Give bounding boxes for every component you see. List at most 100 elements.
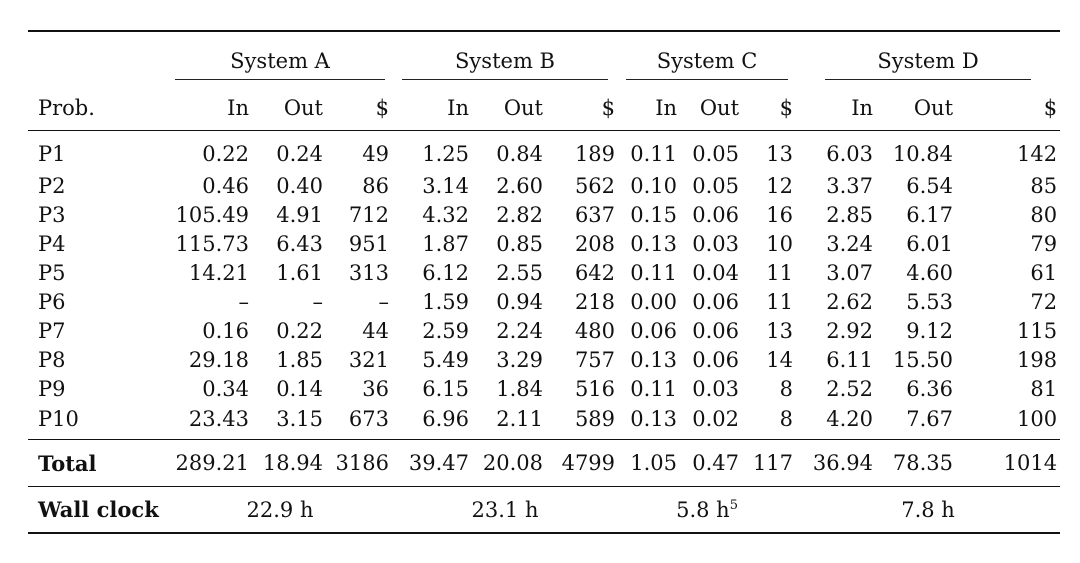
prob-label: P5 xyxy=(38,260,66,285)
results-table: System A System B System C System D Prob… xyxy=(28,30,1061,534)
col-header-cost: $ xyxy=(1043,96,1058,120)
table-cell: 1.85 xyxy=(276,347,323,372)
table-cell: 673 xyxy=(348,407,389,431)
table-cell: 0.06 xyxy=(692,202,740,227)
table-cell: 4.32 xyxy=(422,202,469,227)
table-cell: 0.02 xyxy=(692,407,740,431)
table-cell: 0.84 xyxy=(496,142,543,166)
wall-clock-system-b: 23.1 h xyxy=(471,497,539,522)
table-cell: 0.04 xyxy=(692,260,740,285)
system-b-header: System B xyxy=(402,49,609,80)
table-row: P1 0.22 0.24 49 1.25 0.84 189 0.11 0.05 13 6.03 10.… xyxy=(28,131,1060,172)
total-cell: 39.47 xyxy=(408,451,469,475)
footnote-marker: 5 xyxy=(729,497,738,513)
table-cell: 6.01 xyxy=(906,231,954,256)
table-cell: 44 xyxy=(362,318,389,343)
table-cell: 712 xyxy=(348,202,389,227)
prob-label: P8 xyxy=(38,347,66,372)
table-cell: 2.62 xyxy=(826,289,874,314)
table-cell: 72 xyxy=(1030,289,1058,314)
table-cell: 6.17 xyxy=(906,202,954,227)
total-row: Total 289.21 18.94 3186 39.47 20.08 4799… xyxy=(28,439,1061,487)
col-header-in: In xyxy=(851,96,874,120)
table-cell: 0.22 xyxy=(202,142,249,166)
table-cell: 2.59 xyxy=(422,318,469,343)
table-cell: 2.60 xyxy=(496,173,543,198)
table-cell: 6.96 xyxy=(422,407,469,431)
data-rows: P1 0.22 0.24 49 1.25 0.84 189 0.11 0.05 13 6.03 10.… xyxy=(28,130,1061,440)
table-cell: 1.87 xyxy=(422,231,469,256)
table-cell: 0.15 xyxy=(630,202,678,227)
table-cell: 100 xyxy=(1016,407,1058,431)
table-cell: 5.53 xyxy=(906,289,954,314)
wall-clock-system-d: 7.8 h xyxy=(901,497,955,522)
table-cell: 8 xyxy=(779,376,794,401)
table-cell: 0.22 xyxy=(276,318,323,343)
table-cell: 6.03 xyxy=(826,142,874,166)
wall-clock-row: Wall clock 22.9 h 23.1 h 5.8 h5 7.8 h xyxy=(28,486,1061,533)
table-cell: 3.29 xyxy=(496,347,543,372)
wall-clock-system-c-value: 5.8 h xyxy=(676,497,730,522)
table-cell: 6.54 xyxy=(906,173,954,198)
table-cell: 321 xyxy=(348,347,389,372)
total-label: Total xyxy=(38,450,97,476)
table-cell: 0.03 xyxy=(692,231,740,256)
table-row: P3 105.49 4.91 712 4.32 2.82 637 0.15 0.06 16 2.85… xyxy=(28,200,1060,229)
prob-label: P7 xyxy=(38,318,66,343)
table-cell: 15.50 xyxy=(892,347,954,372)
table-cell: 0.03 xyxy=(692,376,740,401)
table-cell: 0.13 xyxy=(630,231,678,256)
table-cell: 0.11 xyxy=(630,376,678,401)
table-cell: 313 xyxy=(348,260,389,285)
table-cell: 0.34 xyxy=(202,376,249,401)
empty-corner xyxy=(28,31,168,86)
table-cell: 4.20 xyxy=(826,407,874,431)
system-header-row: System A System B System C System D xyxy=(28,31,1061,86)
prob-label: P10 xyxy=(38,407,79,431)
table-row: P9 0.34 0.14 36 6.15 1.84 516 0.11 0.03 8 2.52 6.36… xyxy=(28,374,1060,403)
prob-label: P6 xyxy=(38,289,66,314)
col-header-out: Out xyxy=(699,96,740,120)
total-cell: 1014 xyxy=(1003,451,1058,475)
table-cell: 589 xyxy=(574,407,616,431)
table-cell: 12 xyxy=(766,173,794,198)
table-cell: 208 xyxy=(574,231,616,256)
table-cell: 86 xyxy=(362,173,389,198)
table-cell: 36 xyxy=(362,376,389,401)
prob-header: Prob. xyxy=(38,96,95,120)
table-cell: 3.37 xyxy=(826,173,874,198)
col-header-in: In xyxy=(447,96,469,120)
table-cell: 4.60 xyxy=(906,260,954,285)
table-cell: 2.24 xyxy=(496,318,543,343)
table-cell: 16 xyxy=(766,202,794,227)
table-cell: 637 xyxy=(574,202,616,227)
table-cell: 105.49 xyxy=(175,202,249,227)
prob-label: P2 xyxy=(38,173,66,198)
table-cell: 2.11 xyxy=(496,407,543,431)
table-cell: 0.05 xyxy=(692,142,740,166)
table-row: P5 14.21 1.61 313 6.12 2.55 642 0.11 0.04 11 3.07 4… xyxy=(28,258,1060,287)
total-cell: 117 xyxy=(752,451,794,475)
table-cell: 14.21 xyxy=(188,260,249,285)
table-cell: 9.12 xyxy=(906,318,954,343)
table-cell: 0.05 xyxy=(692,173,740,198)
table-cell: 1.59 xyxy=(422,289,469,314)
col-header-cost: $ xyxy=(375,96,389,120)
table-cell: 198 xyxy=(1016,347,1058,372)
table-cell: 2.52 xyxy=(826,376,874,401)
table-cell: 14 xyxy=(766,347,794,372)
table-cell: 23.43 xyxy=(188,407,249,431)
table-cell: 0.00 xyxy=(630,289,678,314)
table-cell: 0.40 xyxy=(276,173,323,198)
table-cell: 7.67 xyxy=(906,407,954,431)
table-cell: 0.11 xyxy=(630,260,678,285)
table-cell: – xyxy=(238,289,250,314)
total-cell: 20.08 xyxy=(482,451,543,475)
table-cell: 0.06 xyxy=(630,318,678,343)
total-cell: 4799 xyxy=(561,451,616,475)
table-cell: 1.84 xyxy=(496,376,543,401)
table-cell: 6.11 xyxy=(826,347,874,372)
table-cell: 562 xyxy=(574,173,616,198)
wall-clock-system-a: 22.9 h xyxy=(246,497,314,522)
table-cell: 6.15 xyxy=(422,376,469,401)
